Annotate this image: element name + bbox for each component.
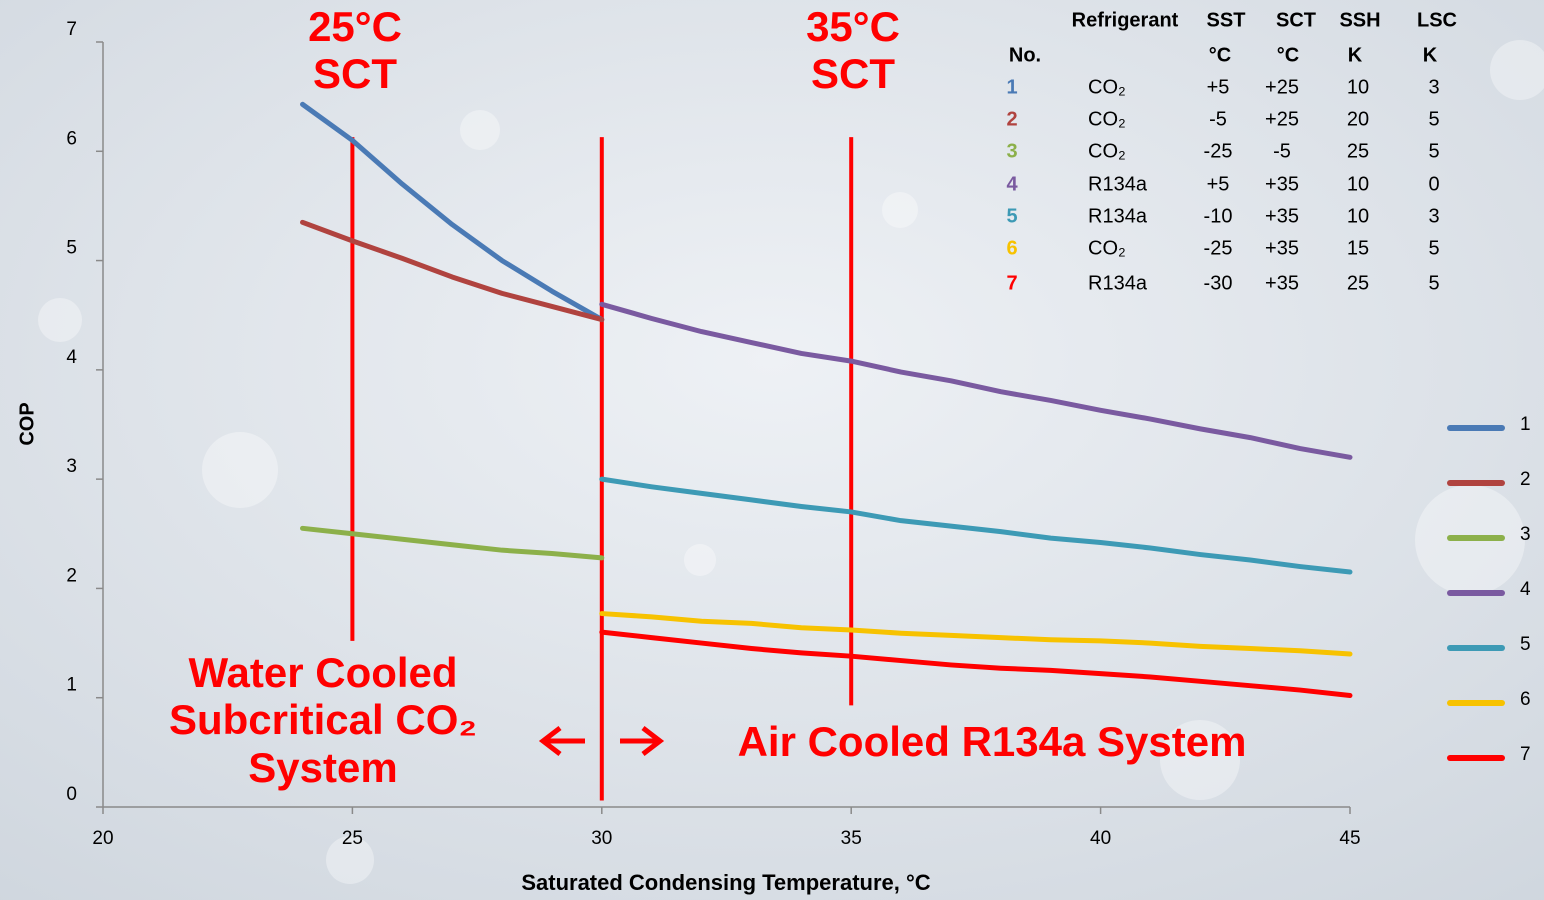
x-tick-label: 45 — [1339, 828, 1360, 849]
table-cell: +35 — [1265, 237, 1299, 259]
table-cell: +35 — [1265, 272, 1299, 294]
table-cell: CO₂ — [1088, 140, 1126, 162]
table-cell: 5 — [1428, 140, 1439, 162]
legend-label: 4 — [1520, 579, 1531, 600]
annotation: 35°C — [806, 3, 900, 50]
table-header: SST — [1207, 9, 1246, 31]
annotation: 25°C — [308, 3, 402, 50]
table-cell: -30 — [1204, 272, 1233, 294]
table-cell: 25 — [1347, 140, 1369, 162]
page: 25°C SCT 35°C SCT Water Cooled Subcritic… — [0, 0, 1544, 900]
x-tick-label: 20 — [92, 828, 113, 849]
annotation: Subcritical CO₂ — [169, 696, 477, 743]
table-cell: 3 — [1428, 205, 1439, 227]
table-cell: CO₂ — [1088, 76, 1126, 98]
table-header: No. — [1009, 44, 1041, 66]
table-cell: +25 — [1265, 76, 1299, 98]
legend-label: 2 — [1520, 469, 1531, 490]
table-cell: -10 — [1204, 205, 1233, 227]
x-tick-label: 25 — [342, 828, 363, 849]
table-cell: 0 — [1428, 173, 1439, 195]
table-cell: -25 — [1204, 140, 1233, 162]
table-header: LSC — [1417, 9, 1457, 31]
table-cell: 5 — [1428, 272, 1439, 294]
table-cell: 10 — [1347, 76, 1369, 98]
table-header: K — [1423, 44, 1438, 66]
table-cell: +5 — [1207, 173, 1230, 195]
table-cell: +35 — [1265, 205, 1299, 227]
y-tick-label: 5 — [66, 238, 77, 259]
table-header: SCT — [1276, 9, 1316, 31]
table-header: K — [1348, 44, 1363, 66]
table-cell: 20 — [1347, 108, 1369, 130]
table-cell: CO₂ — [1088, 108, 1126, 130]
y-tick-label: 4 — [66, 347, 77, 368]
legend-label: 5 — [1520, 634, 1531, 655]
table-row-number: 4 — [1006, 173, 1018, 195]
legend-label: 1 — [1520, 414, 1531, 435]
table-cell: R134a — [1088, 173, 1148, 195]
table-row-number: 2 — [1006, 108, 1017, 130]
x-axis-label: Saturated Condensing Temperature, °C — [521, 870, 930, 895]
x-tick-label: 35 — [841, 828, 862, 849]
legend-label: 6 — [1520, 689, 1531, 710]
y-tick-label: 1 — [66, 675, 77, 696]
table-cell: 10 — [1347, 173, 1369, 195]
chart: 25°C SCT 35°C SCT Water Cooled Subcritic… — [0, 0, 1544, 900]
table-row-number: 3 — [1006, 140, 1017, 162]
table-cell: 5 — [1428, 108, 1439, 130]
table-cell: 5 — [1428, 237, 1439, 259]
table-cell: -5 — [1209, 108, 1227, 130]
annotation: Water Cooled — [188, 649, 457, 696]
table-cell: +35 — [1265, 173, 1299, 195]
table-cell: 10 — [1347, 205, 1369, 227]
table-cell: CO₂ — [1088, 237, 1126, 259]
table-cell: 3 — [1428, 76, 1439, 98]
y-tick-label: 7 — [66, 19, 77, 40]
annotation: Air Cooled R134a System — [738, 718, 1247, 765]
table-header: Refrigerant — [1072, 9, 1179, 31]
table-cell: 25 — [1347, 272, 1369, 294]
x-tick-label: 40 — [1090, 828, 1111, 849]
legend-label: 7 — [1520, 744, 1531, 765]
y-tick-label: 3 — [66, 456, 77, 477]
table-cell: +25 — [1265, 108, 1299, 130]
table-row-number: 5 — [1006, 205, 1017, 227]
table-cell: +5 — [1207, 76, 1230, 98]
table-cell: -25 — [1204, 237, 1233, 259]
annotation: SCT — [313, 50, 397, 97]
table-header: SSH — [1339, 9, 1380, 31]
table-cell: -5 — [1273, 140, 1291, 162]
y-tick-label: 0 — [66, 784, 77, 805]
table-row-number: 1 — [1006, 76, 1017, 98]
annotation: System — [248, 744, 397, 791]
annotation: SCT — [811, 50, 895, 97]
y-tick-label: 6 — [66, 128, 77, 149]
x-tick-label: 30 — [591, 828, 612, 849]
table-cell: 15 — [1347, 237, 1369, 259]
table-cell: R134a — [1088, 272, 1148, 294]
table-header: °C — [1209, 44, 1231, 66]
table-cell: R134a — [1088, 205, 1148, 227]
y-axis-label: COP — [16, 402, 38, 445]
table-row-number: 7 — [1006, 272, 1017, 294]
y-tick-label: 2 — [66, 565, 77, 586]
legend-label: 3 — [1520, 524, 1531, 545]
table-row-number: 6 — [1006, 237, 1017, 259]
table-header: °C — [1277, 44, 1299, 66]
